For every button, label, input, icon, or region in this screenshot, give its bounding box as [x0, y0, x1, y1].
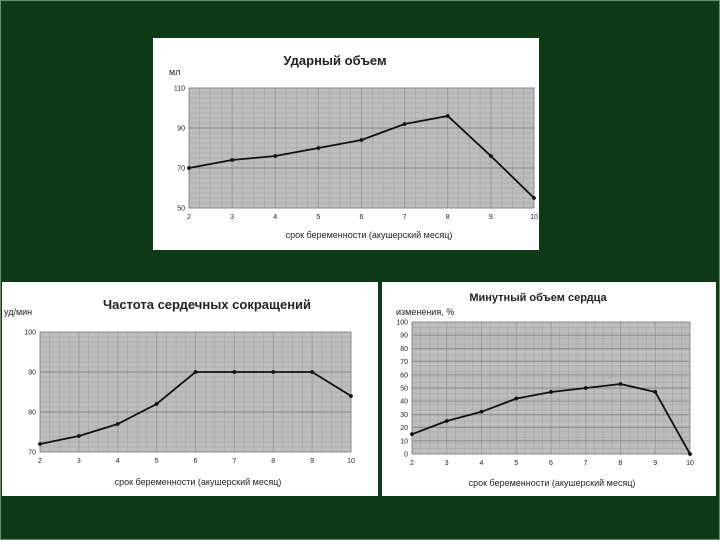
x-tick-label: 4 — [116, 458, 120, 465]
heart-rate-chart-panel: Частота сердечных сокращений уд/мин срок… — [2, 282, 378, 496]
x-tick-label: 4 — [273, 214, 277, 221]
data-point — [618, 382, 623, 386]
y-tick-label: 30 — [400, 412, 408, 419]
x-tick-label: 5 — [155, 458, 159, 465]
x-axis-label: срок беременности (акушерский месяц) — [115, 477, 282, 487]
data-point — [532, 196, 536, 200]
x-axis-label: срок беременности (акушерский месяц) — [286, 230, 453, 240]
y-tick-label: 80 — [400, 346, 408, 353]
y-tick-label: 50 — [400, 386, 408, 393]
x-tick-label: 7 — [232, 458, 236, 465]
y-tick-label: 90 — [28, 370, 36, 377]
data-point — [583, 386, 588, 390]
y-tick-label: 0 — [404, 452, 408, 459]
x-tick-label: 3 — [445, 460, 449, 467]
cardiac-output-chart: Минутный объем сердца изменения, % срок … — [396, 292, 694, 488]
data-point — [115, 422, 120, 426]
data-point — [410, 432, 414, 437]
x-tick-label: 9 — [653, 460, 657, 467]
stroke-volume-chart-panel: Ударный объем мл срок беременности (акуш… — [153, 38, 539, 250]
heart-rate-chart: Частота сердечных сокращений уд/мин срок… — [4, 297, 355, 487]
x-tick-label: 4 — [480, 460, 484, 467]
data-point — [193, 370, 198, 374]
x-tick-label: 6 — [194, 458, 198, 465]
data-point — [653, 390, 658, 394]
data-point — [402, 122, 407, 126]
x-tick-label: 9 — [310, 458, 314, 465]
y-tick-label: 90 — [177, 126, 185, 133]
x-tick-label: 8 — [446, 214, 450, 221]
y-tick-label: 10 — [400, 438, 408, 445]
x-tick-label: 2 — [410, 460, 414, 467]
data-point — [38, 442, 42, 446]
x-tick-label: 5 — [316, 214, 320, 221]
y-axis-label: изменения, % — [396, 307, 454, 317]
x-tick-label: 8 — [619, 460, 623, 467]
chart-title: Ударный объем — [283, 53, 386, 68]
chart-title: Частота сердечных сокращений — [103, 297, 311, 312]
data-point — [232, 370, 237, 374]
data-point — [273, 154, 278, 158]
y-tick-label: 20 — [400, 425, 408, 432]
data-point — [310, 370, 315, 374]
grid — [412, 321, 690, 455]
y-tick-label: 100 — [24, 330, 36, 337]
y-tick-label: 110 — [174, 86, 185, 93]
x-tick-label: 10 — [347, 458, 355, 465]
x-axis-label: срок беременности (акушерский месяц) — [469, 478, 636, 488]
chart-title: Минутный объем сердца — [469, 292, 607, 304]
grid — [189, 87, 534, 209]
x-tick-label: 3 — [77, 458, 81, 465]
data-point — [230, 158, 235, 162]
data-point — [154, 402, 159, 406]
data-point — [349, 394, 353, 398]
y-tick-label: 100 — [396, 320, 408, 327]
x-tick-label: 2 — [38, 458, 42, 465]
data-point — [488, 154, 493, 158]
data-point — [444, 419, 449, 423]
x-tick-label: 10 — [530, 214, 538, 221]
y-tick-label: 70 — [400, 359, 408, 366]
x-tick-label: 5 — [514, 460, 518, 467]
y-tick-label: 60 — [400, 372, 408, 379]
data-point — [187, 166, 191, 170]
y-tick-label: 90 — [400, 333, 408, 340]
x-tick-label: 6 — [549, 460, 553, 467]
x-tick-label: 3 — [230, 214, 234, 221]
y-axis-label: уд/мин — [4, 307, 32, 317]
y-tick-label: 50 — [177, 206, 185, 213]
x-tick-label: 6 — [360, 214, 364, 221]
data-point — [445, 114, 450, 118]
x-tick-label: 7 — [584, 460, 588, 467]
data-point — [359, 138, 364, 142]
data-point — [316, 146, 321, 150]
x-tick-label: 9 — [489, 214, 493, 221]
stroke-volume-chart: Ударный объем мл срок беременности (акуш… — [169, 53, 538, 240]
y-tick-label: 40 — [400, 399, 408, 406]
data-point — [76, 434, 81, 438]
x-tick-label: 8 — [271, 458, 275, 465]
data-point — [479, 409, 484, 414]
y-tick-label: 70 — [177, 166, 185, 173]
data-point — [514, 396, 519, 401]
y-tick-label: 70 — [28, 450, 36, 457]
data-point — [549, 390, 553, 394]
data-point — [271, 370, 276, 374]
x-tick-label: 2 — [187, 214, 191, 221]
x-tick-label: 10 — [686, 460, 694, 467]
data-point — [688, 452, 692, 456]
y-tick-label: 80 — [28, 410, 36, 417]
cardiac-output-chart-panel: Минутный объем сердца изменения, % срок … — [382, 282, 716, 496]
y-axis-label: мл — [169, 67, 180, 77]
x-tick-label: 7 — [403, 214, 407, 221]
